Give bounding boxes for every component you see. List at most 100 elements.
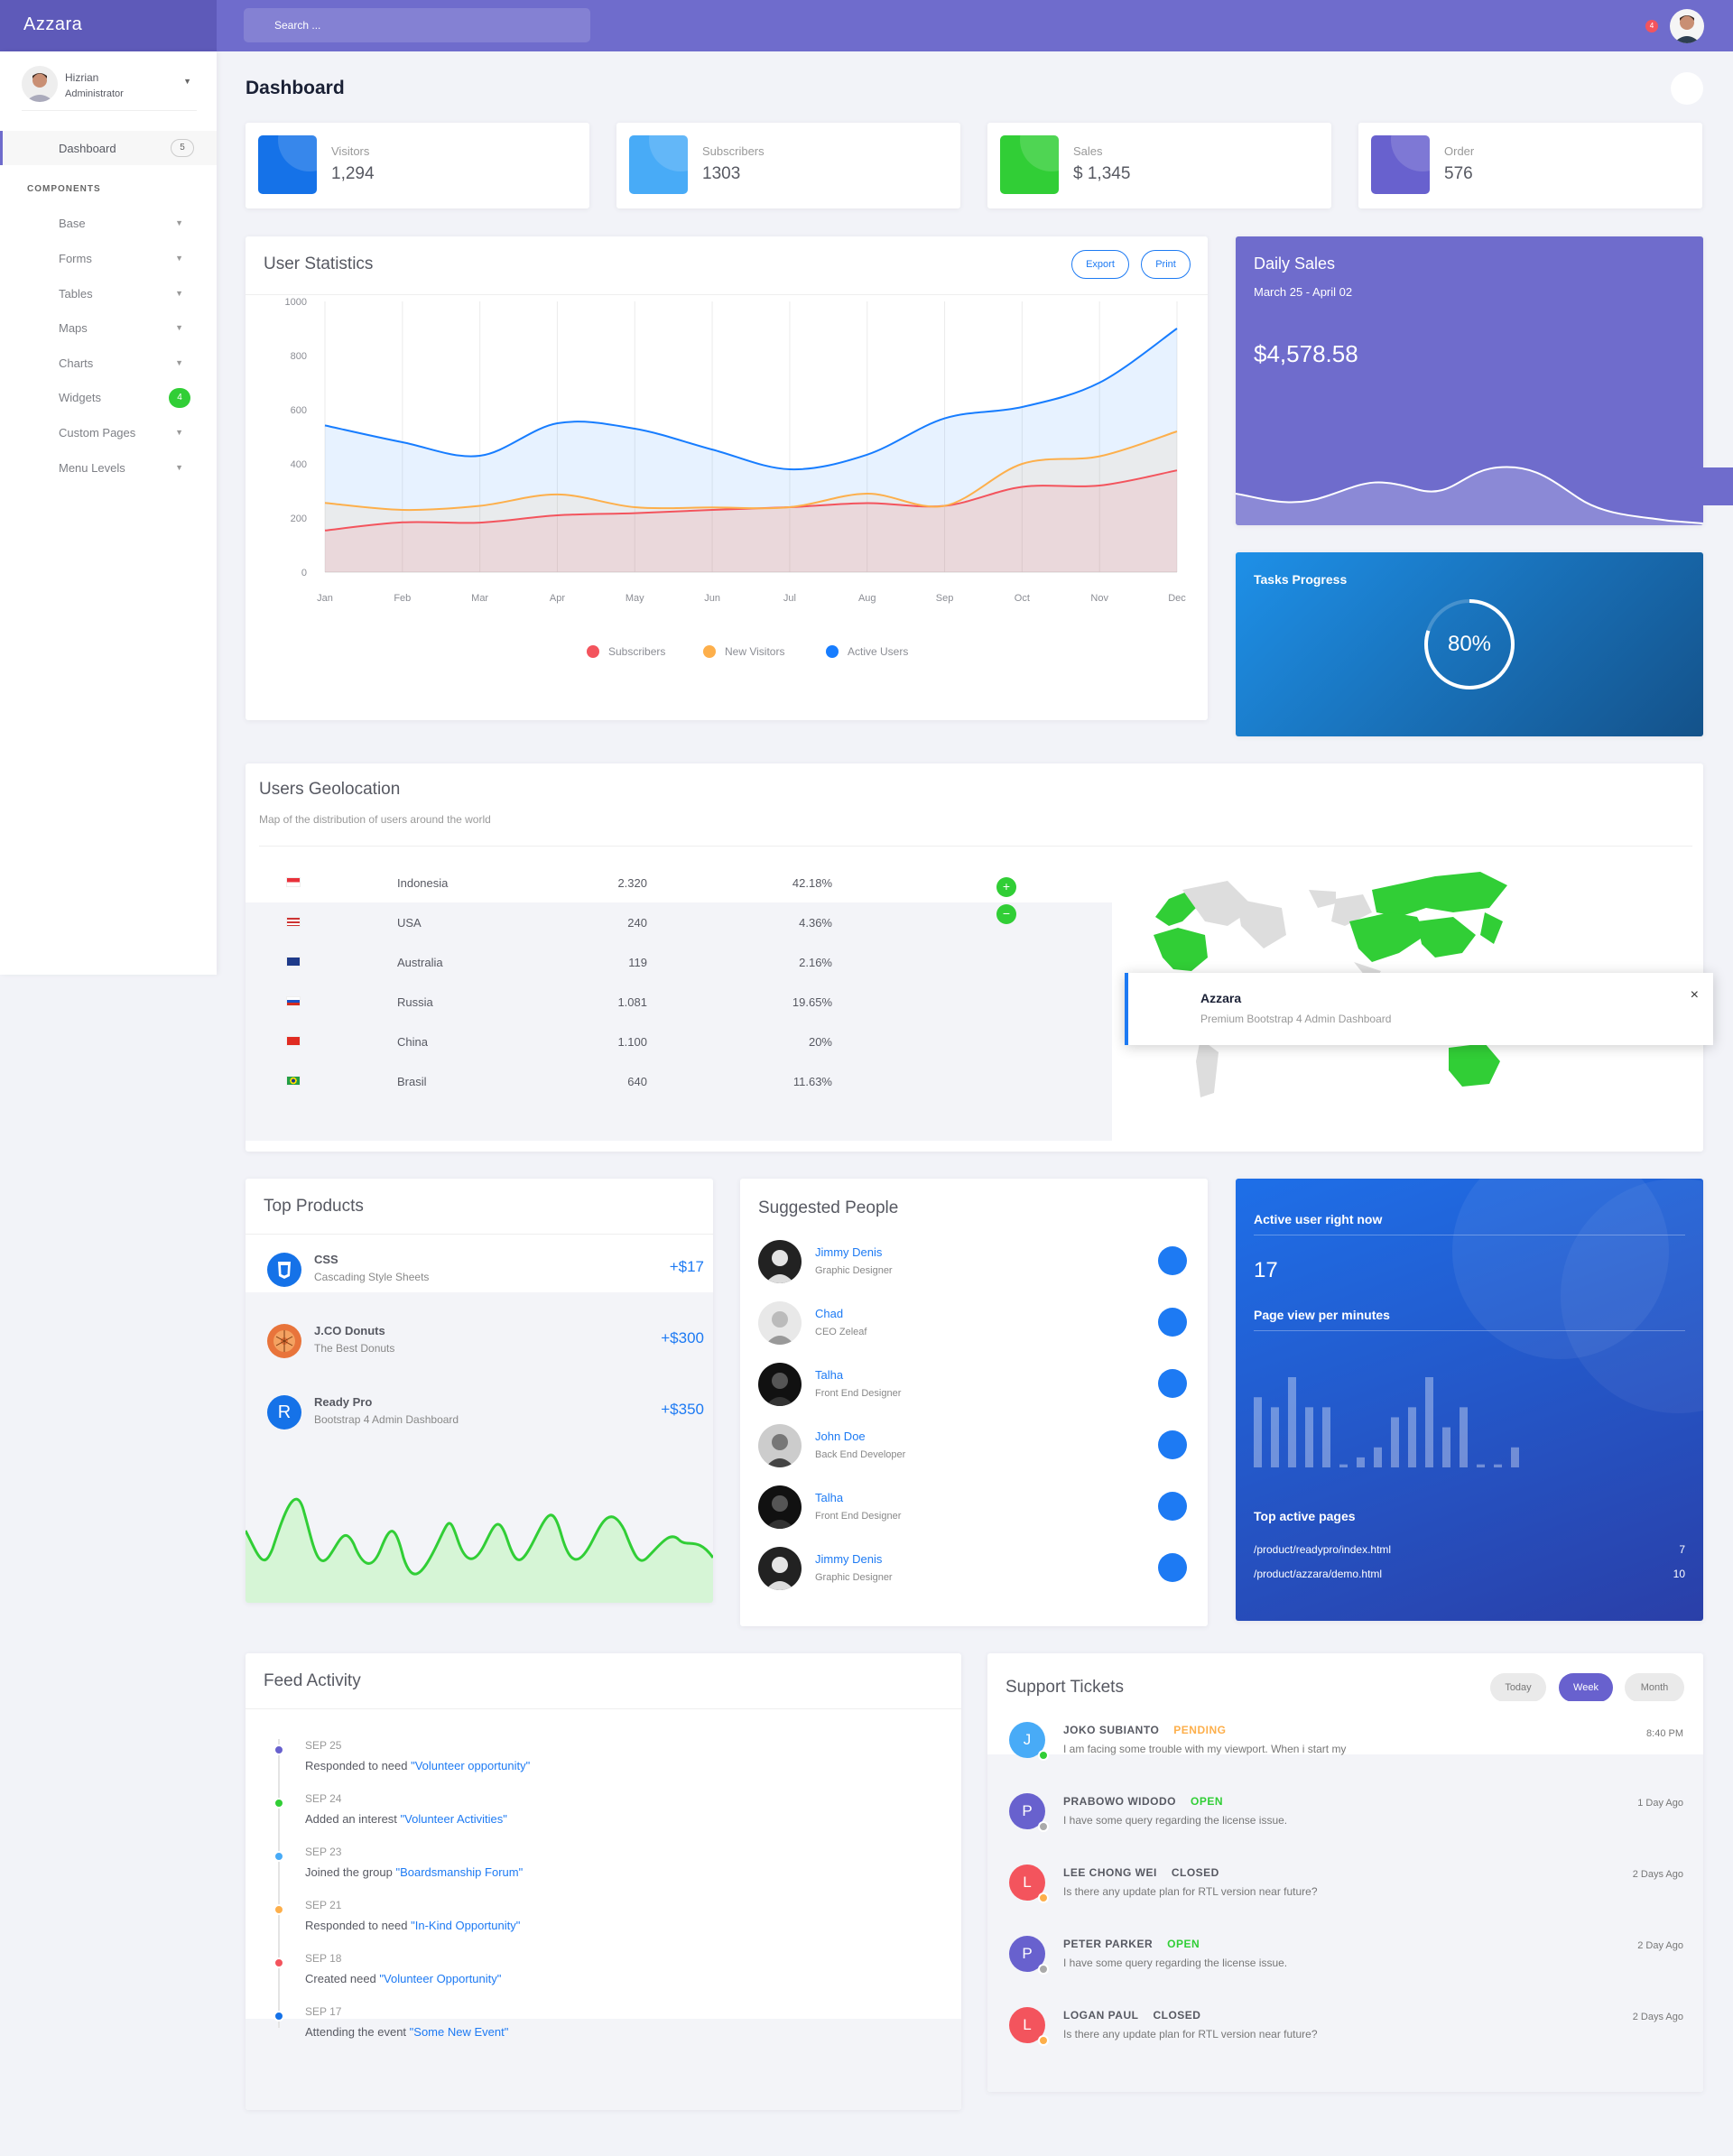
person-name[interactable]: Jimmy Denis (815, 1552, 883, 1566)
status-dot (1038, 1750, 1049, 1761)
notification-badge[interactable]: 4 (1645, 20, 1658, 32)
sidebar-item-tables[interactable]: Tables ▼ (59, 287, 194, 305)
divider (1254, 1330, 1685, 1331)
feed-link[interactable]: "Volunteer opportunity" (411, 1759, 531, 1772)
page-action-button[interactable] (1671, 72, 1703, 105)
page-path[interactable]: /product/azzara/demo.html (1254, 1568, 1383, 1580)
ticket-time: 2 Day Ago (1637, 1940, 1683, 1951)
sidebar-item-charts[interactable]: Charts ▼ (59, 356, 194, 375)
zoom-in-button[interactable]: + (996, 877, 1016, 897)
ticket-user: PRABOWO WIDODO (1063, 1795, 1176, 1808)
sidebar-item-menu-levels[interactable]: Menu Levels ▼ (59, 461, 194, 479)
list-item[interactable]: John Doe Back End Developer (758, 1424, 1187, 1480)
follow-button[interactable] (1158, 1246, 1187, 1275)
visitors-icon (258, 135, 317, 194)
list-item[interactable]: J.CO Donuts The Best Donuts +$300 (246, 1306, 713, 1376)
ticket-item[interactable]: J JOKO SUBIANTO PENDING I am facing some … (987, 1701, 1701, 1761)
ticket-user: JOKO SUBIANTO (1063, 1724, 1160, 1736)
feed-link[interactable]: "Volunteer Activities" (400, 1812, 507, 1826)
person-name[interactable]: Talha (815, 1368, 844, 1382)
divider (259, 846, 1692, 847)
print-button[interactable]: Print (1141, 250, 1191, 279)
follow-button[interactable] (1158, 1553, 1187, 1582)
person-role: Graphic Designer (815, 1572, 893, 1583)
ticket-item[interactable]: P PRABOWO WIDODO OPEN I have some query r… (987, 1772, 1701, 1844)
follow-button[interactable] (1158, 1430, 1187, 1459)
list-item[interactable]: Jimmy Denis Graphic Designer (758, 1240, 1187, 1296)
list-item[interactable]: Talha Front End Designer (758, 1485, 1187, 1541)
pageview-bar (1357, 1457, 1365, 1467)
person-name[interactable]: John Doe (815, 1430, 866, 1443)
avatar[interactable] (1670, 9, 1704, 43)
feed-link[interactable]: "Volunteer Opportunity" (379, 1972, 502, 1985)
sidebar-item-base[interactable]: Base ▼ (59, 217, 194, 235)
page-path[interactable]: /product/readypro/index.html (1254, 1543, 1392, 1556)
filter-week-button[interactable]: Week (1559, 1673, 1613, 1702)
card-title: User Statistics (264, 254, 374, 273)
decorative-circle (1452, 1179, 1669, 1359)
export-button[interactable]: Export (1071, 250, 1129, 279)
filter-today-button[interactable]: Today (1490, 1673, 1546, 1702)
list-item[interactable]: R Ready Pro Bootstrap 4 Admin Dashboard … (246, 1377, 713, 1448)
list-item[interactable]: Chad CEO Zeleaf (758, 1301, 1187, 1357)
x-tick-label: Aug (858, 593, 876, 604)
ticket-item[interactable]: P PETER PARKER OPEN I have some query reg… (987, 1915, 1701, 1986)
stat-label: Order (1444, 144, 1475, 158)
stat-card-subscribers: Subscribers 1303 (616, 123, 960, 208)
search-input[interactable]: Search ... (244, 8, 590, 42)
ticket-item[interactable]: L LEE CHONG WEI CLOSED Is there any updat… (987, 1844, 1701, 1915)
person-name[interactable]: Talha (815, 1491, 844, 1504)
sidebar-item-dashboard[interactable]: Dashboard 5 (0, 131, 217, 165)
feed-link[interactable]: "Boardsmanship Forum" (395, 1865, 524, 1879)
ticket-item[interactable]: L LOGAN PAUL CLOSED Is there any update p… (987, 1986, 1701, 2058)
feed-text-body: Added an interest (305, 1812, 401, 1826)
sidebar-item-custom-pages[interactable]: Custom Pages ▼ (59, 426, 194, 444)
card-subtitle: Map of the distribution of users around … (259, 813, 491, 826)
status-dot (1038, 1892, 1049, 1903)
caret-down-icon[interactable]: ▼ (183, 77, 191, 86)
list-item[interactable]: CSS Cascading Style Sheets +$17 (246, 1235, 713, 1305)
product-price: +$350 (661, 1401, 704, 1418)
filter-month-button[interactable]: Month (1625, 1673, 1684, 1702)
follow-button[interactable] (1158, 1308, 1187, 1337)
ticket-time: 8:40 PM (1646, 1728, 1683, 1739)
card-title: Support Tickets (1006, 1678, 1124, 1697)
country-percent: 11.63% (792, 1075, 832, 1088)
settings-toggle-button[interactable] (1691, 467, 1733, 505)
table-row: Brasil 640 11.63% (246, 1061, 1112, 1141)
user-profile[interactable]: Hizrian Administrator ▼ (22, 64, 197, 111)
list-item[interactable]: Jimmy Denis Graphic Designer (758, 1547, 1187, 1603)
follow-button[interactable] (1158, 1369, 1187, 1398)
sidebar-section-title: COMPONENTS (27, 184, 101, 194)
caret-down-icon: ▼ (175, 218, 183, 227)
avatar (758, 1240, 802, 1283)
x-tick-label: May (626, 593, 644, 604)
avatar (22, 66, 58, 102)
close-icon[interactable]: × (1690, 987, 1699, 1003)
country-percent: 20% (808, 1035, 832, 1049)
person-name[interactable]: Chad (815, 1307, 844, 1320)
product-desc: Cascading Style Sheets (314, 1271, 430, 1283)
pageview-bar (1408, 1407, 1416, 1467)
person-role: Back End Developer (815, 1449, 906, 1460)
feed-text-body: Attending the event (305, 2025, 410, 2039)
legend-marker (587, 645, 599, 658)
feed-link[interactable]: "Some New Event" (409, 2025, 509, 2039)
table-row: Indonesia 2.320 42.18% (246, 863, 1112, 902)
brand-logo[interactable]: Azzara (0, 0, 217, 51)
top-pages-title: Top active pages (1254, 1509, 1356, 1523)
sidebar-item-forms[interactable]: Forms ▼ (59, 252, 194, 270)
feed-link[interactable]: "In-Kind Opportunity" (411, 1919, 521, 1932)
ticket-message: Is there any update plan for RTL version… (1063, 1885, 1318, 1898)
sidebar-item-maps[interactable]: Maps ▼ (59, 321, 194, 339)
sidebar-item-label: Menu Levels (59, 461, 125, 475)
list-item[interactable]: Talha Front End Designer (758, 1363, 1187, 1419)
sidebar-item-widgets[interactable]: Widgets 4 (59, 388, 194, 409)
feed-text: Created need "Volunteer Opportunity" (305, 1972, 501, 1985)
person-name[interactable]: Jimmy Denis (815, 1245, 883, 1259)
follow-button[interactable] (1158, 1492, 1187, 1521)
sidebar-item-label: Base (59, 217, 86, 230)
zoom-out-button[interactable]: − (996, 904, 1016, 924)
card-title: Top Products (264, 1197, 364, 1216)
pageview-bar (1460, 1407, 1468, 1467)
